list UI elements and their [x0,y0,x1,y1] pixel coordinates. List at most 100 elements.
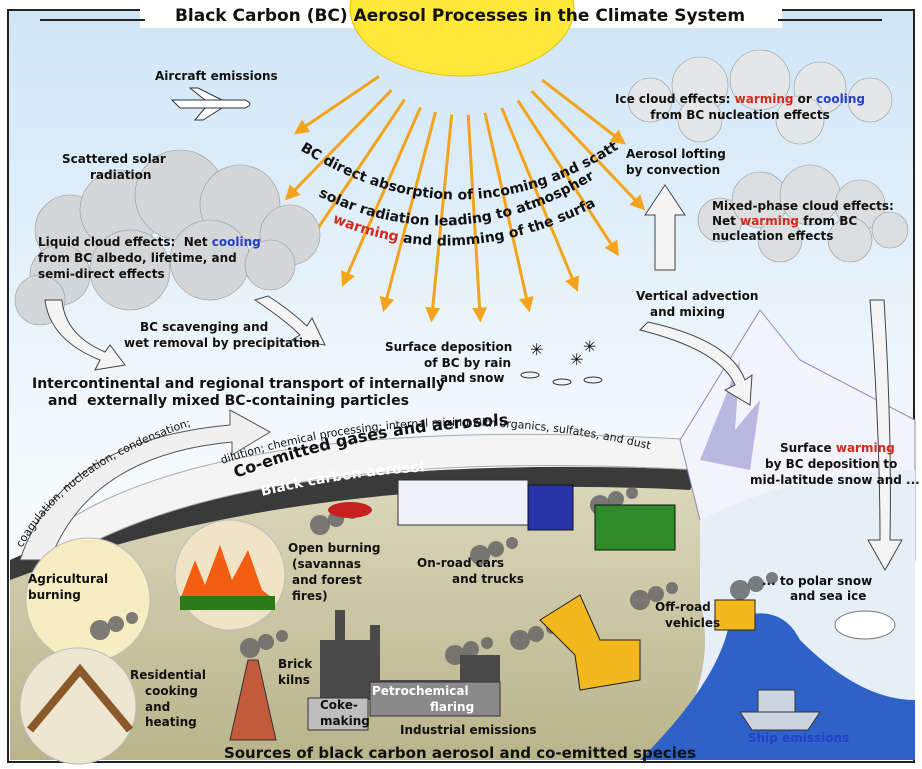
sun [349,0,575,77]
roof [26,663,134,733]
mountain-shade [700,360,760,470]
label-line: radiation [90,168,151,182]
label-line: of BC by rain [424,356,511,370]
process-arrow [867,299,903,572]
sun-ray [516,99,620,257]
label: Surface warming by BC deposition to mid-la… [750,441,920,487]
smoke [766,572,778,584]
label: Agricultural burning [28,572,108,602]
label-line: and mixing [650,305,725,319]
smoke [528,626,544,642]
label-line: On-road cars [417,556,504,570]
label: Coke-making [320,698,370,728]
cloud-puff [677,97,723,143]
water [640,613,915,760]
label: Ice cloud effects: warming or cooling fro… [615,92,865,122]
sun-ray [284,89,393,201]
deposit [520,371,540,379]
smoke [463,641,479,657]
label-line: Coke- [320,698,358,712]
label: Scattered solar radiation [62,152,166,182]
label: Aerosol lofting by convection [626,147,726,177]
polar-bear [834,610,896,640]
smoke [626,487,638,499]
forest [180,596,275,610]
cloud-puff [627,77,673,123]
label-line: BC scavenging and [140,320,268,334]
fire [180,545,275,600]
label-word: Net [712,214,740,228]
label-line: cooking [145,684,198,698]
sun-ray [530,89,646,211]
truck-cab [527,484,574,531]
snowflake: ✳ [583,337,596,356]
label-line: flaring [430,700,474,714]
dump-truck [594,504,676,551]
label-line: (savannas [292,557,361,571]
title: Black Carbon (BC) Aerosol Processes in t… [175,6,745,26]
smoke [488,541,504,557]
label-line: by convection [626,163,720,177]
cloud-puff [847,77,893,123]
excavator [539,594,641,691]
smoke [648,586,664,602]
label-word: Liquid cloud effects: Net [38,235,212,249]
label-word: warming [836,441,895,455]
label: Petrochemical flaring [372,684,474,714]
sun-ray [466,114,488,323]
cloud-puff [757,217,803,263]
smoke [630,590,650,610]
label-word: Surface [780,441,836,455]
label-line: and externally mixed BC-containing parti… [48,393,409,409]
cloud-puff [775,95,825,145]
smoke [126,612,138,624]
label-word: cooling [816,92,865,106]
smoke [470,545,490,565]
label-word: Ice cloud effects: [615,92,735,106]
deposit [583,376,603,384]
cloud-puff [871,211,909,249]
snowflake: ✳ [570,350,583,369]
sun-ray [379,111,437,313]
sun-ray [305,98,406,247]
label-line: Vertical advection [636,289,758,303]
smoke [481,637,493,649]
label-line: Open burning [288,541,381,555]
label: Ship emissions [748,731,849,745]
label: Industrial emissions [400,723,537,737]
car [328,502,372,518]
illustration: ✳✳✳ [7,0,916,765]
label: Aircraft emissions [155,69,278,83]
sun-ray [425,114,454,323]
label: Open burning (savannas and forest fires) [288,541,381,603]
cloud-puff [827,217,873,263]
label-line: Aerosol lofting [626,147,726,161]
footer: Sources of black carbon aerosol and co-e… [224,744,696,762]
smoke [506,537,518,549]
label: Intercontinental and regional transport … [32,376,445,409]
label-line: Residential [130,668,206,682]
cloud-puff [89,229,171,311]
cloud-puff [729,49,791,111]
label-line: fires) [292,589,328,603]
smoke [730,580,750,600]
smoke [240,638,260,658]
label-line: burning [28,588,81,602]
label: Surface deposition of BC by rain and snow [385,340,512,385]
sun-ray [483,112,534,313]
label: BC scavenging and wet removal by precipit… [124,320,320,350]
label: Residential cooking and heating [130,668,206,729]
brick-kiln [229,659,277,741]
label-line: Surface deposition [385,340,512,354]
label: Liquid cloud effects: Net cooling from BC… [38,235,261,281]
label: Vertical advection and mixing [636,289,758,319]
label: Mixed-phase cloud effects: Net warming fr… [712,199,894,243]
label-line: from BC albedo, lifetime, and [38,251,237,265]
process-arrow [253,295,326,346]
label-line: Petrochemical [372,684,469,698]
aircraft [170,87,251,121]
label-line: and [145,700,170,714]
label-line: Off-road [655,600,711,614]
transport-arrow [19,409,271,561]
